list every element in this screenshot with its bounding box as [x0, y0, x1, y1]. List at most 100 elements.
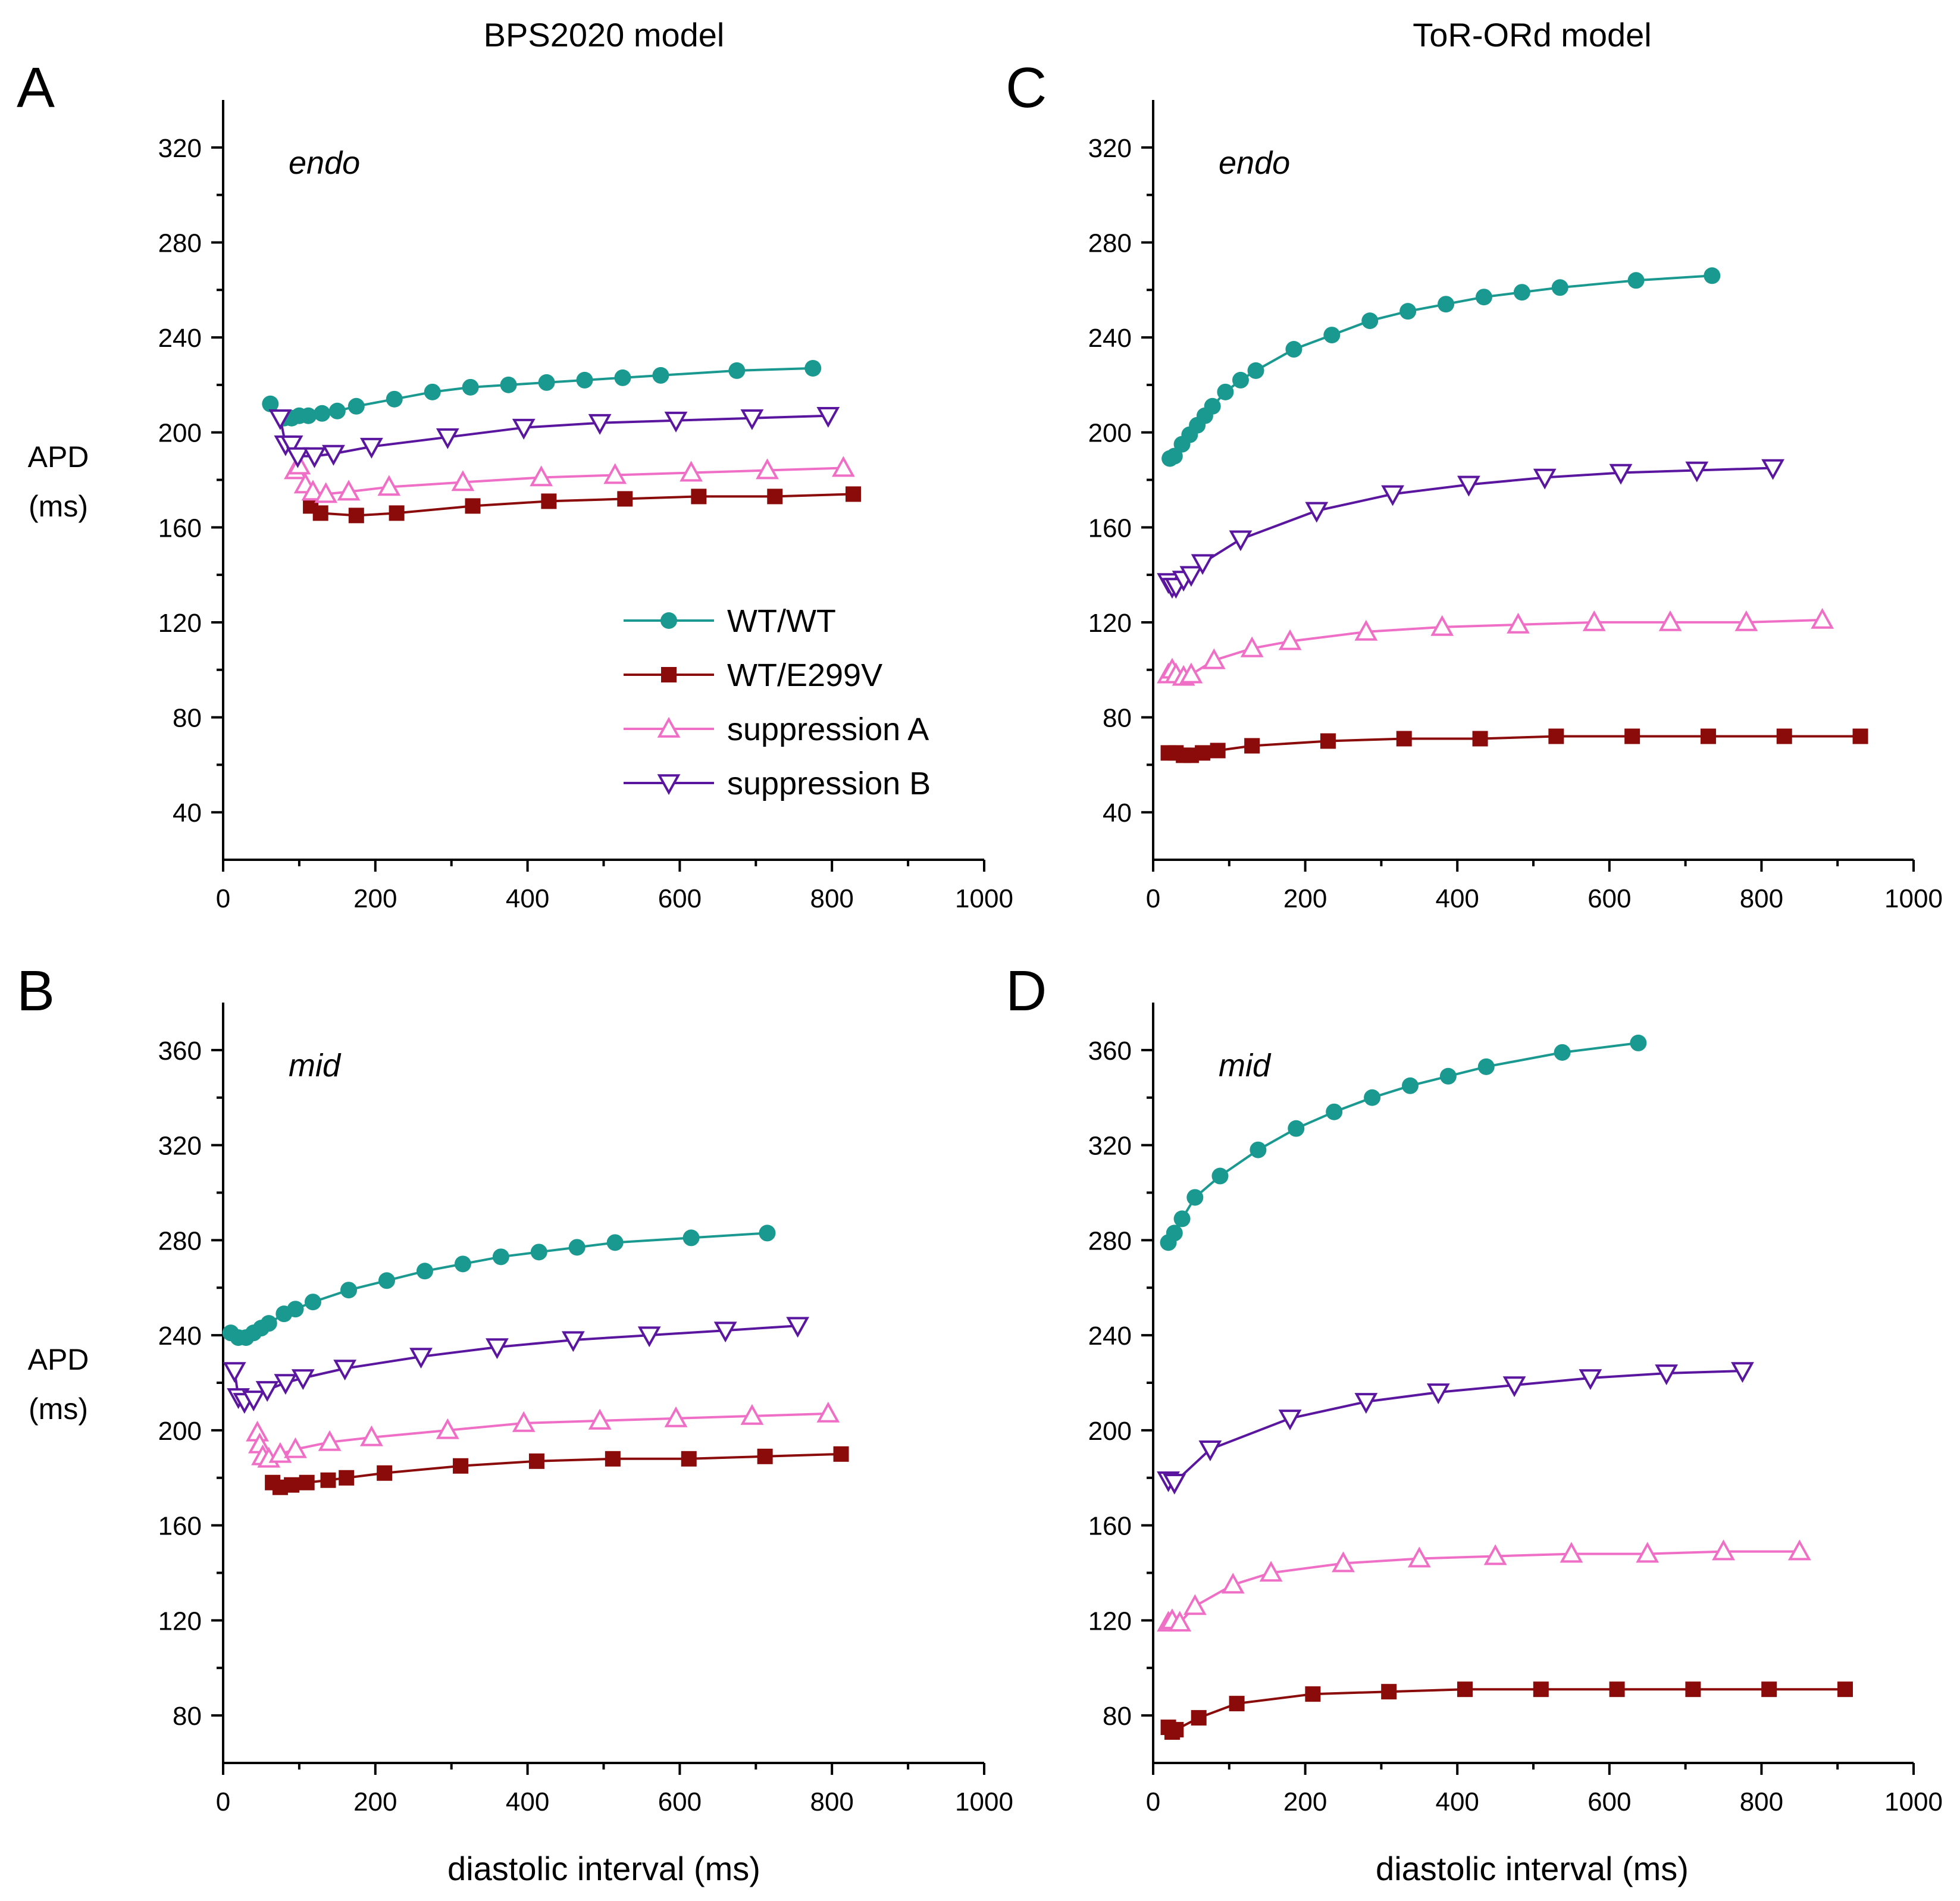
data-point-suppression-b — [1305, 502, 1329, 523]
legend-marker — [660, 612, 677, 629]
legend-marker — [661, 667, 677, 682]
data-point-wt-wt — [1250, 1141, 1267, 1158]
data-point-wt-wt — [500, 376, 517, 393]
data-point-suppression-a — [1582, 610, 1606, 631]
y-tick-label: 280 — [1088, 228, 1132, 258]
series-line-suppression-b — [233, 1324, 798, 1404]
y-tick-label: 360 — [158, 1036, 202, 1066]
x-tick-label: 800 — [1740, 1787, 1783, 1817]
series-line-wt-e299v — [309, 493, 854, 517]
x-tick-label: 200 — [1283, 1787, 1327, 1817]
data-point-suppression-b — [242, 1390, 265, 1412]
data-point-wt-e299v — [1776, 728, 1792, 744]
data-point-wt-e299v — [377, 1465, 393, 1481]
data-point-suppression-b — [291, 1369, 315, 1390]
series-wt-e299v — [1160, 1681, 1853, 1740]
data-point-wt-e299v — [1244, 738, 1260, 754]
data-point-wt-e299v — [691, 488, 707, 505]
data-point-suppression-a — [1787, 1539, 1811, 1561]
data-point-suppression-a — [831, 456, 855, 477]
data-point-suppression-a — [1183, 1594, 1207, 1615]
data-point-wt-wt — [1247, 362, 1264, 379]
legend-marker — [657, 774, 681, 796]
series-line-suppression-b — [1167, 1370, 1743, 1485]
data-point-wt-wt — [530, 1244, 547, 1261]
legend-label: WT/WT — [727, 603, 836, 639]
series-line-wt-e299v — [1167, 1688, 1845, 1734]
data-point-wt-wt — [1204, 397, 1221, 415]
data-point-wt-wt — [1627, 272, 1645, 289]
legend: WT/WT WT/E299V suppression A suppression B — [624, 603, 931, 801]
data-point-wt-e299v — [833, 1446, 849, 1462]
y-tick-label: 80 — [1103, 704, 1132, 733]
column-title-right: ToR-ORd model — [1413, 16, 1651, 54]
data-point-suppression-b — [1381, 485, 1404, 506]
y-tick-label: 320 — [158, 134, 202, 163]
data-point-suppression-b — [255, 1381, 279, 1402]
data-point-suppression-b — [286, 447, 309, 468]
y-tick-label: 120 — [1088, 1606, 1132, 1636]
series-wt-e299v — [265, 1446, 849, 1495]
data-point-wt-wt — [1232, 371, 1249, 389]
data-point-suppression-a — [451, 470, 475, 491]
condition-label: endo — [289, 145, 360, 181]
data-point-wt-wt — [314, 405, 331, 422]
data-point-suppression-a — [337, 480, 361, 501]
panel-letter-b: B — [17, 959, 55, 1023]
data-point-wt-e299v — [681, 1451, 697, 1467]
y-tick-label: 160 — [158, 1512, 202, 1541]
data-point-suppression-a — [301, 480, 325, 501]
data-point-wt-wt — [416, 1263, 433, 1280]
y-tick-label: 320 — [1088, 1132, 1132, 1161]
data-point-suppression-b — [816, 406, 840, 428]
data-point-suppression-a — [360, 1425, 383, 1446]
series-suppression-a — [1157, 1539, 1811, 1632]
data-point-suppression-a — [740, 1404, 764, 1425]
y-axis-label-top-line2: (ms) — [29, 490, 88, 523]
data-point-suppression-a — [1811, 607, 1834, 629]
data-point-wt-e299v — [1761, 1681, 1777, 1698]
data-point-wt-e299v — [1852, 728, 1868, 744]
data-point-suppression-b — [1354, 1393, 1378, 1414]
x-tick-label: 600 — [658, 1787, 702, 1817]
data-point-suppression-b — [1198, 1440, 1222, 1461]
data-point-suppression-a — [1507, 612, 1530, 634]
y-tick-label: 200 — [1088, 1417, 1132, 1446]
y-axis-label-top-line1: APD — [28, 440, 89, 474]
y-tick-label: 280 — [1088, 1226, 1132, 1255]
panel-letter-a: A — [17, 56, 55, 120]
data-point-wt-wt — [328, 402, 346, 419]
series-line-suppression-a — [1167, 1550, 1800, 1624]
y-tick-label: 320 — [158, 1132, 202, 1161]
series-suppression-a — [1157, 607, 1834, 686]
series-suppression-b — [268, 406, 840, 468]
data-point-suppression-a — [1221, 1573, 1245, 1594]
y-tick-label: 240 — [1088, 1321, 1132, 1351]
data-point-wt-wt — [1477, 1058, 1495, 1075]
data-point-wt-wt — [492, 1248, 509, 1266]
y-tick-label: 80 — [173, 1702, 202, 1731]
data-point-wt-e299v — [541, 493, 557, 509]
data-point-wt-e299v — [1195, 745, 1211, 761]
data-point-wt-e299v — [767, 488, 783, 505]
legend-item-suppression-b: suppression B — [624, 766, 931, 801]
data-point-wt-wt — [1217, 383, 1234, 400]
data-point-wt-wt — [804, 359, 822, 377]
y-tick-label: 200 — [1088, 419, 1132, 448]
data-point-wt-e299v — [299, 1474, 315, 1490]
data-point-suppression-b — [512, 418, 536, 440]
y-tick-label: 160 — [158, 513, 202, 543]
data-point-suppression-a — [1712, 1539, 1735, 1561]
data-point-suppression-a — [436, 1418, 459, 1439]
data-point-wt-e299v — [1700, 728, 1716, 744]
data-point-wt-e299v — [528, 1453, 544, 1469]
data-point-wt-e299v — [1381, 1684, 1397, 1700]
y-tick-label: 240 — [158, 1321, 202, 1351]
data-point-suppression-a — [1636, 1542, 1660, 1563]
data-point-suppression-a — [1278, 629, 1302, 650]
data-point-wt-wt — [1439, 1067, 1457, 1085]
y-tick-label: 280 — [158, 228, 202, 258]
panel-letter-c: C — [1006, 56, 1047, 120]
data-point-suppression-a — [377, 475, 401, 496]
legend-label: WT/E299V — [727, 657, 882, 693]
